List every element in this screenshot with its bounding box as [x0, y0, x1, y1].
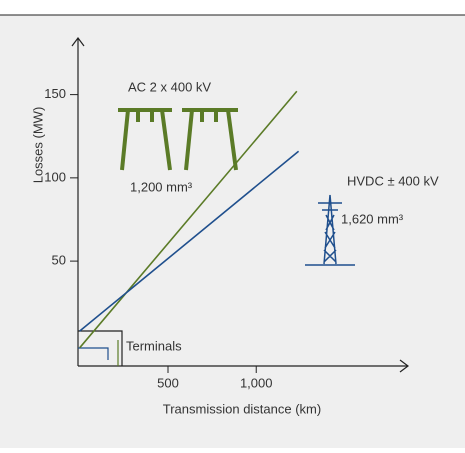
annotation: Terminals — [126, 338, 182, 353]
series-line — [79, 90, 298, 349]
y-axis-title: Losses (MW) — [30, 107, 45, 184]
x-tick-label: 1,000 — [240, 375, 273, 390]
annotation: 1,620 mm³ — [341, 211, 404, 226]
axes — [71, 37, 409, 373]
panel — [0, 15, 465, 448]
series-label: HVDC ± 400 kV — [347, 173, 439, 188]
series-line — [79, 150, 300, 332]
x-tick-label: 500 — [157, 375, 179, 390]
y-tick-label: 150 — [44, 86, 66, 101]
terminals-bracket — [78, 330, 123, 366]
x-axis-title: Transmission distance (km) — [163, 401, 321, 416]
ac-pylons — [118, 108, 238, 171]
y-tick-label: 100 — [44, 169, 66, 184]
series-label: AC 2 x 400 kV — [128, 79, 211, 94]
hvdc-tower — [305, 194, 355, 266]
annotation: 1,200 mm³ — [130, 179, 193, 194]
y-tick-label: 50 — [52, 253, 66, 268]
